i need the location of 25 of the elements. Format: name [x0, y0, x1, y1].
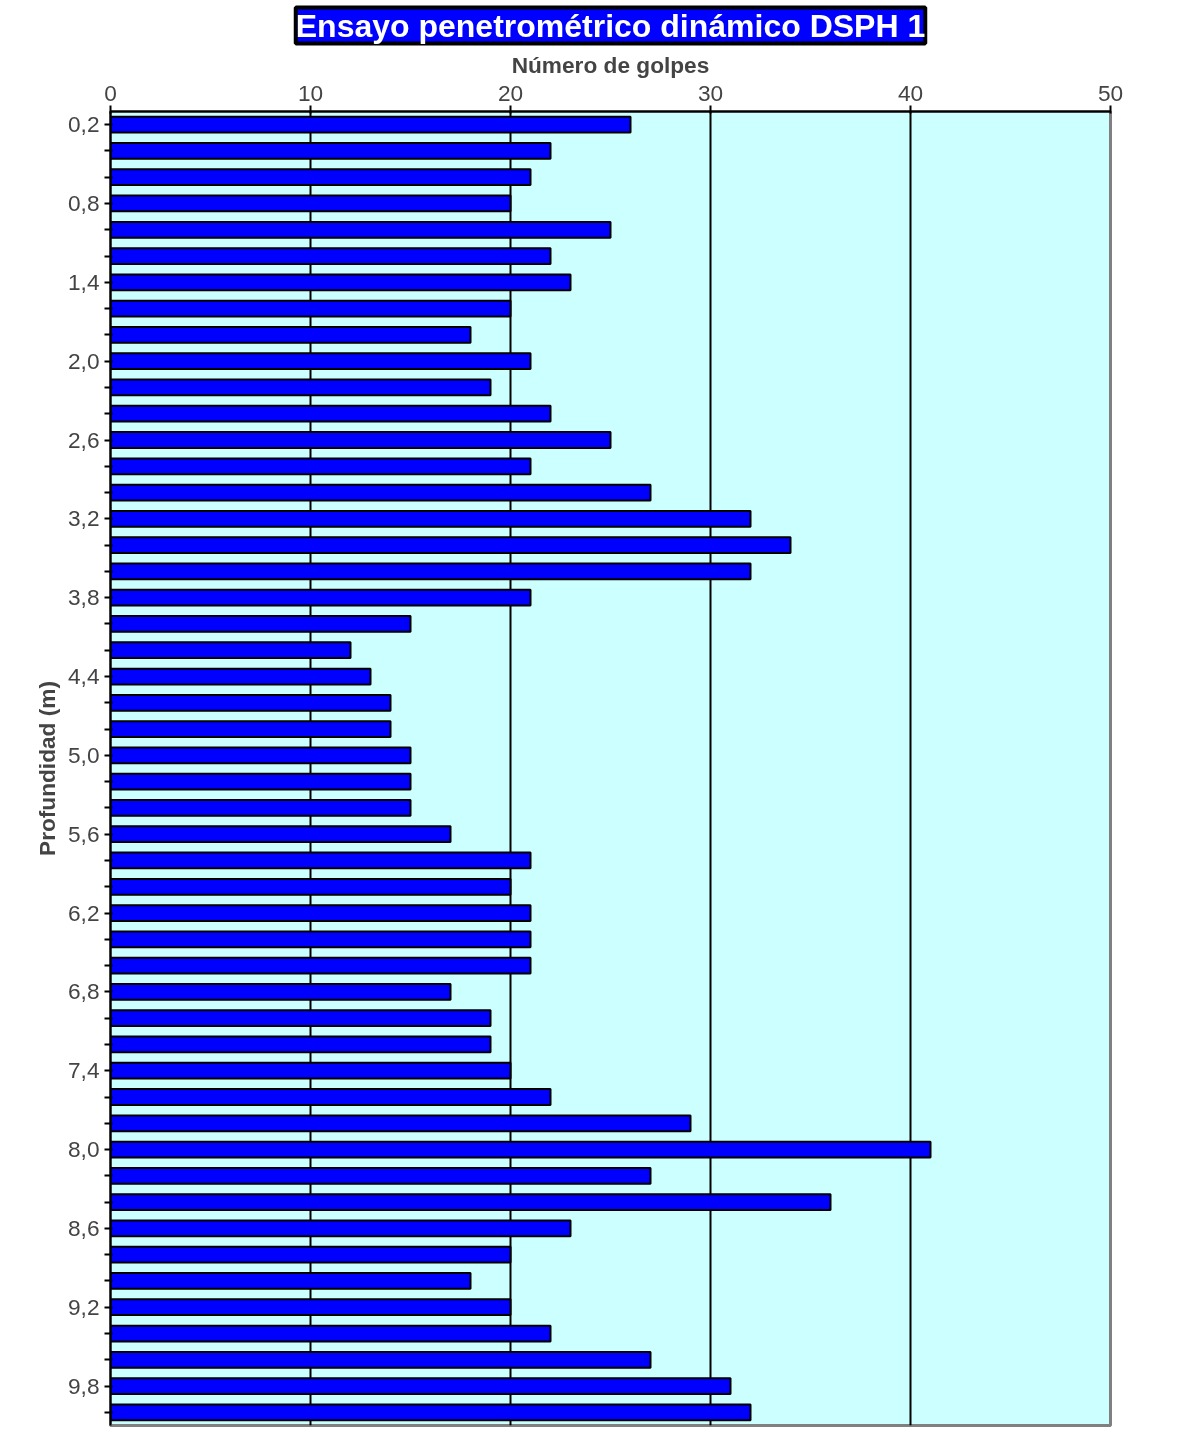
x-tick-label: 50: [1097, 79, 1124, 106]
y-tick-label: 2,6: [68, 426, 100, 453]
y-tick-label: 5,6: [68, 820, 100, 847]
y-tick-label: 5,0: [68, 741, 100, 768]
y-tick-label: 4,4: [68, 663, 100, 690]
x-tick-label: 0: [104, 79, 117, 106]
x-tick-label: 10: [297, 79, 324, 106]
x-tick-label: 40: [897, 79, 924, 106]
y-tick-label: 0,2: [68, 111, 100, 138]
y-tick-label: 9,2: [68, 1293, 100, 1320]
y-tick-label: 3,2: [68, 505, 100, 532]
x-tick-label: 20: [497, 79, 524, 106]
y-tick-label: 1,4: [68, 268, 100, 295]
y-tick-label: 8,0: [68, 1136, 100, 1163]
y-tick-label: 6,8: [68, 978, 100, 1005]
y-axis-title: Profundidad (m): [34, 681, 60, 856]
y-tick-label: 8,6: [68, 1214, 100, 1241]
y-tick-label: 6,2: [68, 899, 100, 926]
y-tick-label: 7,4: [68, 1057, 100, 1084]
y-tick-label: 0,8: [68, 189, 100, 216]
x-tick-label: 30: [697, 79, 724, 106]
x-axis-title: Número de golpes: [511, 51, 710, 78]
y-tick-label: 3,8: [68, 584, 100, 611]
y-tick-label: 2,0: [68, 347, 100, 374]
y-tick-label: 9,8: [68, 1372, 100, 1399]
